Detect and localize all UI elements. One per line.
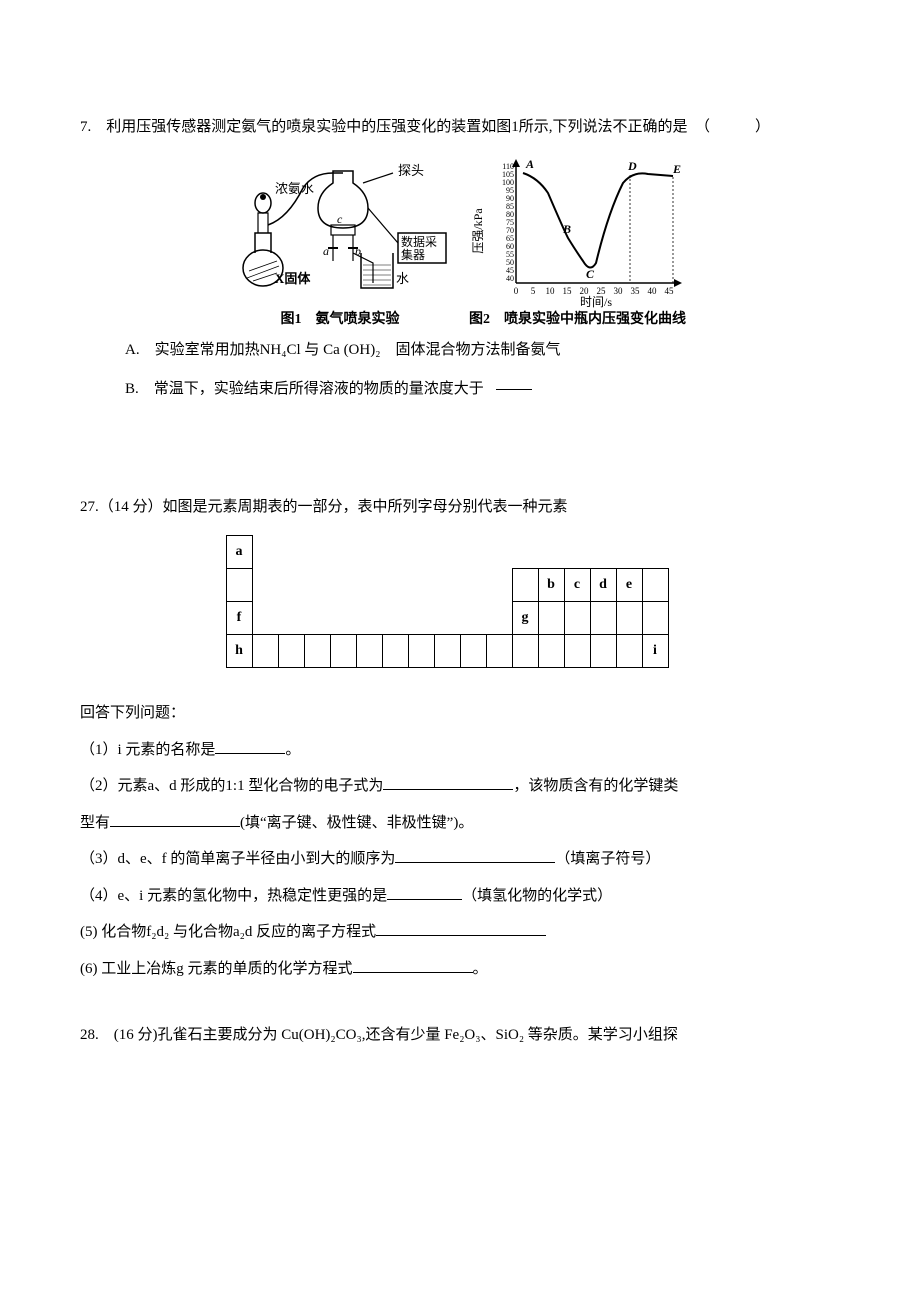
- label-b: b: [355, 244, 361, 258]
- q7-figures: 探头 浓氨水 数据采 集器 水 X固体 a b c 图1 氨气喷泉实验 110 …: [80, 153, 840, 330]
- periodic-table: a b c d e f g: [80, 535, 840, 669]
- fig1-caption: 图1 氨气喷泉实验: [233, 310, 448, 330]
- xlabel: 时间/s: [579, 295, 611, 308]
- q27-s2: （2）元素a、d 形成的1:1 型化合物的电子式为，该物质含有的化学键类: [80, 769, 840, 804]
- q27-s4: （4）e、i 元素的氢化物中，热稳定性更强的是（填氢化物的化学式）: [80, 879, 840, 914]
- q7-stem: 7. 利用压强传感器测定氨气的喷泉实验中的压强变化的装置如图1所示,下列说法不正…: [80, 110, 840, 145]
- cell-h: h: [226, 635, 252, 668]
- point-c: C: [586, 267, 595, 281]
- q28-stem: 28. (16 分)孔雀石主要成分为 Cu(OH)₂CO₃,还含有少量 Fe₂O…: [80, 1018, 840, 1053]
- svg-text:45: 45: [664, 286, 674, 296]
- point-a: A: [525, 157, 534, 171]
- cell-f: f: [226, 601, 252, 634]
- fig2-caption: 图2 喷泉实验中瓶内压强变化曲线: [468, 310, 688, 330]
- cell-b: b: [538, 568, 564, 601]
- water-label: 水: [396, 271, 409, 286]
- q27-stem: 27.（14 分）如图是元素周期表的一部分，表中所列字母分别代表一种元素: [80, 490, 840, 525]
- q7-option-a: A. 实验室常用加热NH₄Cl 与 Ca (OH)₂ 固体混合物方法制备氨气: [125, 333, 840, 368]
- cell-i: i: [642, 635, 668, 668]
- q27-s3: （3）d、e、f 的简单离子半径由小到大的顺序为（填离子符号）: [80, 842, 840, 877]
- collector-label1: 数据采: [401, 234, 437, 249]
- svg-text:15: 15: [562, 286, 572, 296]
- collector-label2: 集器: [401, 247, 425, 262]
- xsolid-label: X固体: [275, 271, 311, 286]
- point-d: D: [627, 159, 637, 173]
- cell-a: a: [226, 535, 252, 568]
- apparatus-diagram: 探头 浓氨水 数据采 集器 水 X固体 a b c: [233, 153, 448, 308]
- svg-text:35: 35: [630, 286, 640, 296]
- point-b: B: [562, 222, 571, 236]
- svg-text:40: 40: [647, 286, 657, 296]
- point-e: E: [672, 162, 681, 176]
- svg-text:0: 0: [513, 286, 518, 296]
- fraction-placeholder: [496, 389, 532, 390]
- q7-figure2: 110 105 100 95 90 85 80 75 70 65 60 55 5…: [468, 153, 688, 330]
- q7-figure1: 探头 浓氨水 数据采 集器 水 X固体 a b c 图1 氨气喷泉实验: [233, 153, 448, 330]
- svg-text:10: 10: [545, 286, 555, 296]
- q7-option-b: B. 常温下，实验结束后所得溶液的物质的量浓度大于: [125, 372, 840, 407]
- q27-s6: (6) 工业上冶炼g 元素的单质的化学方程式。: [80, 952, 840, 987]
- q27-s2-cont: 型有(填“离子键、极性键、非极性键”)。: [80, 806, 840, 841]
- probe-label: 探头: [398, 163, 424, 178]
- cell-c: c: [564, 568, 590, 601]
- q27-s1: （1）i 元素的名称是。: [80, 733, 840, 768]
- pressure-chart: 110 105 100 95 90 85 80 75 70 65 60 55 5…: [468, 153, 688, 308]
- q27-intro: 回答下列问题：: [80, 696, 840, 731]
- svg-text:5: 5: [530, 286, 535, 296]
- ammonia-label: 浓氨水: [275, 181, 314, 196]
- ylabel: 压强/kPa: [471, 207, 485, 253]
- svg-text:30: 30: [613, 286, 623, 296]
- cell-e: e: [616, 568, 642, 601]
- svg-text:40: 40: [506, 274, 514, 283]
- label-c: c: [337, 212, 343, 226]
- q27-s5: (5) 化合物f₂d₂ 与化合物a₂d 反应的离子方程式: [80, 915, 840, 950]
- cell-d: d: [590, 568, 616, 601]
- label-a: a: [323, 244, 329, 258]
- cell-g: g: [512, 601, 538, 634]
